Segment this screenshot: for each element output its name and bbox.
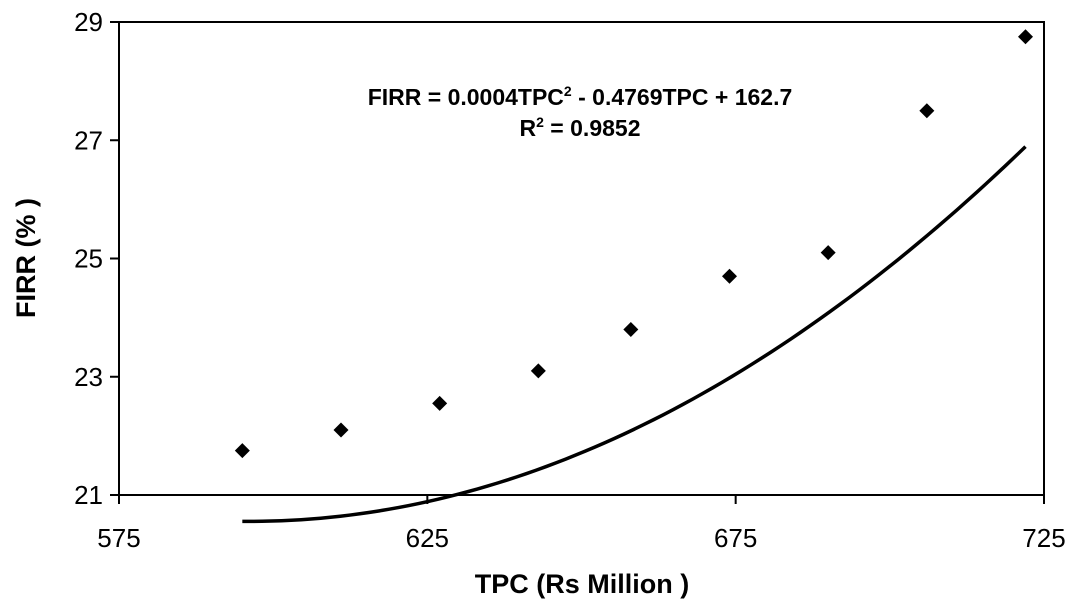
data-point bbox=[432, 395, 448, 411]
data-point bbox=[623, 321, 639, 337]
data-point bbox=[530, 363, 546, 379]
equation-superscript: 2 bbox=[564, 83, 572, 99]
data-markers bbox=[234, 29, 1033, 459]
y-axis-title: FIRR (% ) bbox=[11, 198, 41, 318]
y-tick-label: 21 bbox=[74, 480, 103, 510]
trendline-equation: FIRR = 0.0004TPC2 - 0.4769TPC + 162.7 bbox=[368, 83, 793, 110]
data-point bbox=[1018, 29, 1033, 45]
r2-superscript: 2 bbox=[536, 114, 544, 130]
y-axis-ticks bbox=[110, 21, 119, 496]
r2-rhs: = 0.9852 bbox=[544, 115, 641, 141]
data-point bbox=[234, 443, 250, 459]
r2-lhs: R bbox=[520, 115, 537, 141]
equation-rhs: - 0.4769TPC + 162.7 bbox=[572, 84, 793, 110]
x-axis-ticks bbox=[118, 495, 1045, 504]
y-tick-label: 27 bbox=[74, 125, 103, 155]
x-axis-tick-labels: 575 625 675 725 bbox=[97, 523, 1065, 553]
x-tick-label: 675 bbox=[714, 523, 757, 553]
data-point bbox=[919, 103, 935, 119]
r-squared-label: R2 = 0.9852 bbox=[520, 114, 641, 141]
data-point bbox=[820, 245, 836, 261]
y-tick-label: 29 bbox=[74, 7, 103, 37]
y-tick-label: 23 bbox=[74, 362, 103, 392]
trendline-curve bbox=[242, 145, 1027, 524]
y-tick-label: 25 bbox=[74, 244, 103, 274]
data-point bbox=[722, 268, 737, 284]
data-point bbox=[333, 422, 349, 438]
x-tick-label: 725 bbox=[1022, 523, 1065, 553]
x-tick-label: 625 bbox=[406, 523, 449, 553]
equation-lhs: FIRR = 0.0004TPC bbox=[368, 84, 564, 110]
y-axis-tick-labels: 21 23 25 27 29 bbox=[74, 7, 103, 510]
x-tick-label: 575 bbox=[97, 523, 140, 553]
x-axis-title: TPC (Rs Million ) bbox=[475, 569, 689, 599]
